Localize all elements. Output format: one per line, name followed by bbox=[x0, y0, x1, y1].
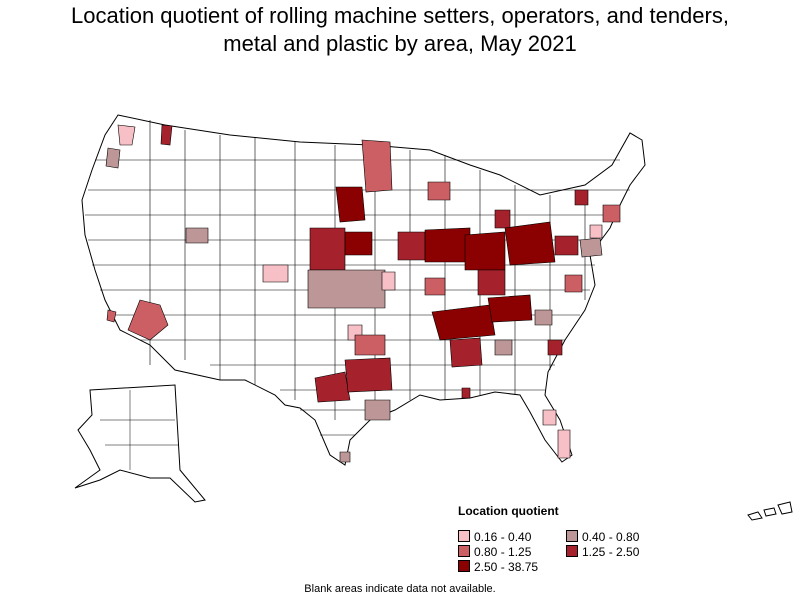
legend-label-4: 2.50 - 38.75 bbox=[474, 560, 539, 574]
area-top bbox=[464, 231, 506, 271]
title-line-1: Location quotient of rolling machine set… bbox=[71, 3, 729, 28]
legend-swatch-2 bbox=[458, 545, 470, 557]
area-high bbox=[547, 339, 563, 356]
legend: Location quotient 0.16 - 0.40 0.40 - 0.8… bbox=[458, 504, 698, 576]
area-top bbox=[487, 294, 533, 323]
area-mid bbox=[424, 277, 446, 296]
legend-label-1: 0.40 - 0.80 bbox=[582, 530, 640, 544]
area-top bbox=[344, 231, 373, 256]
area-low bbox=[542, 409, 557, 426]
area-top bbox=[424, 227, 471, 263]
area-high bbox=[477, 269, 506, 296]
footnote: Blank areas indicate data not available. bbox=[304, 583, 496, 595]
legend-swatch-3 bbox=[566, 545, 578, 557]
legend-item-4: 2.50 - 38.75 bbox=[458, 560, 538, 574]
area-mid-low bbox=[307, 269, 386, 309]
area-high bbox=[160, 124, 173, 146]
area-mid-low bbox=[494, 339, 513, 356]
area-high bbox=[344, 357, 393, 393]
legend-swatch-0 bbox=[458, 530, 470, 542]
area-high bbox=[397, 231, 426, 261]
area-low bbox=[262, 264, 289, 283]
area-high bbox=[314, 371, 351, 403]
area-mid-low bbox=[339, 451, 351, 463]
title-line-2: metal and plastic by area, May 2021 bbox=[223, 31, 577, 56]
area-low bbox=[117, 124, 136, 146]
legend-label-2: 0.80 - 1.25 bbox=[474, 545, 532, 559]
area-mid bbox=[106, 309, 117, 323]
area-mid bbox=[127, 299, 169, 341]
legend-label-0: 0.16 - 0.40 bbox=[474, 530, 532, 544]
area-mid-low bbox=[364, 399, 391, 421]
area-mid bbox=[564, 274, 583, 293]
legend-item-2: 0.80 - 1.25 bbox=[458, 545, 531, 559]
area-high bbox=[574, 189, 589, 206]
legend-swatch-1 bbox=[566, 530, 578, 542]
area-mid bbox=[427, 181, 451, 201]
area-mid-low bbox=[105, 147, 121, 169]
area-mid-low bbox=[534, 309, 553, 326]
area-high bbox=[449, 337, 483, 368]
area-high bbox=[554, 235, 579, 256]
area-low bbox=[381, 271, 396, 291]
map-title: Location quotient of rolling machine set… bbox=[0, 2, 800, 58]
area-low bbox=[557, 429, 571, 459]
legend-item-3: 1.25 - 2.50 bbox=[566, 545, 639, 559]
alaska-outline bbox=[74, 384, 206, 503]
area-mid-low bbox=[579, 237, 603, 258]
area-mid-low bbox=[185, 227, 209, 244]
area-high bbox=[461, 387, 471, 399]
area-top bbox=[431, 304, 496, 341]
alaska-boundaries bbox=[100, 390, 178, 470]
legend-item-1: 0.40 - 0.80 bbox=[566, 530, 639, 544]
legend-swatch-4 bbox=[458, 560, 470, 572]
shaded-areas bbox=[105, 124, 621, 463]
legend-title: Location quotient bbox=[458, 504, 559, 518]
legend-label-3: 1.25 - 2.50 bbox=[582, 545, 640, 559]
hawaii-islands bbox=[747, 501, 793, 521]
area-high bbox=[494, 209, 511, 229]
area-high bbox=[309, 227, 346, 271]
area-top bbox=[504, 221, 556, 266]
legend-item-0: 0.16 - 0.40 bbox=[458, 530, 531, 544]
area-mid bbox=[602, 204, 621, 223]
area-mid bbox=[361, 139, 393, 193]
area-mid bbox=[354, 334, 386, 356]
area-low bbox=[589, 224, 603, 239]
area-top bbox=[335, 186, 366, 223]
